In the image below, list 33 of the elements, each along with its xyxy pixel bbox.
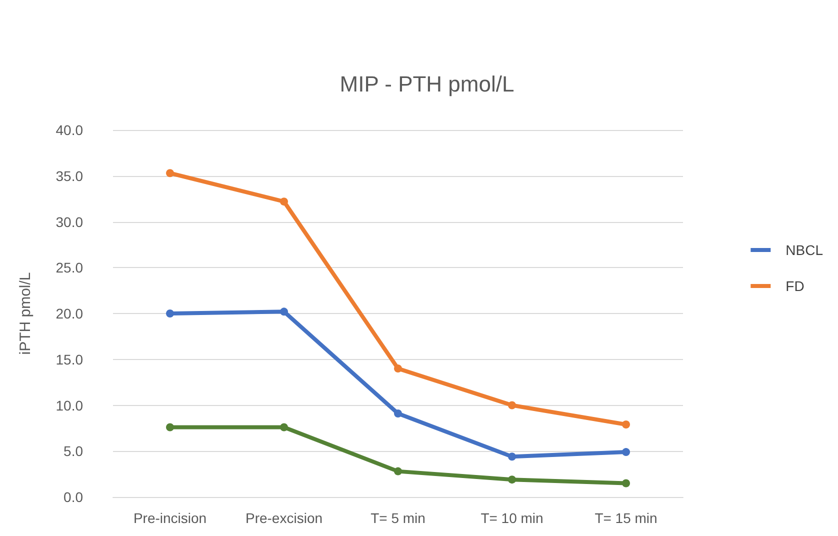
y-tick-label: 25.0 <box>56 260 84 276</box>
x-tick-label: T= 15 min <box>594 510 658 526</box>
x-tick-label: T= 10 min <box>480 510 544 526</box>
point <box>622 479 630 488</box>
point <box>280 198 288 206</box>
y-tick-label: 35.0 <box>56 168 84 184</box>
y-tick-label: 0.0 <box>64 489 84 505</box>
point <box>280 423 288 432</box>
x-tick-label: Pre-incision <box>133 510 207 526</box>
point <box>508 476 516 484</box>
y-tick-label: 10.0 <box>56 397 84 414</box>
point <box>394 410 402 418</box>
y-axis-title: iPTH pmol/L <box>17 272 34 355</box>
point <box>166 169 174 178</box>
point <box>622 448 630 456</box>
y-tick-label: 40.0 <box>56 122 84 138</box>
point <box>508 401 516 410</box>
point <box>394 467 402 476</box>
legend-label: NBCL <box>786 242 824 258</box>
y-tick-label: 20.0 <box>56 306 84 322</box>
y-tick-label: 5.0 <box>64 443 84 460</box>
x-tick-label: T= 5 min <box>370 510 426 526</box>
point <box>280 308 288 316</box>
point <box>394 364 402 373</box>
x-tick-label: Pre-excision <box>245 510 323 526</box>
point <box>166 310 174 318</box>
y-tick-label: 15.0 <box>56 351 84 368</box>
legend-label: FD <box>786 278 804 294</box>
chart-title: MIP - PTH pmol/L <box>340 72 514 96</box>
point <box>166 423 174 432</box>
point <box>508 452 516 461</box>
point <box>622 420 630 429</box>
y-tick-label: 30.0 <box>56 214 84 230</box>
